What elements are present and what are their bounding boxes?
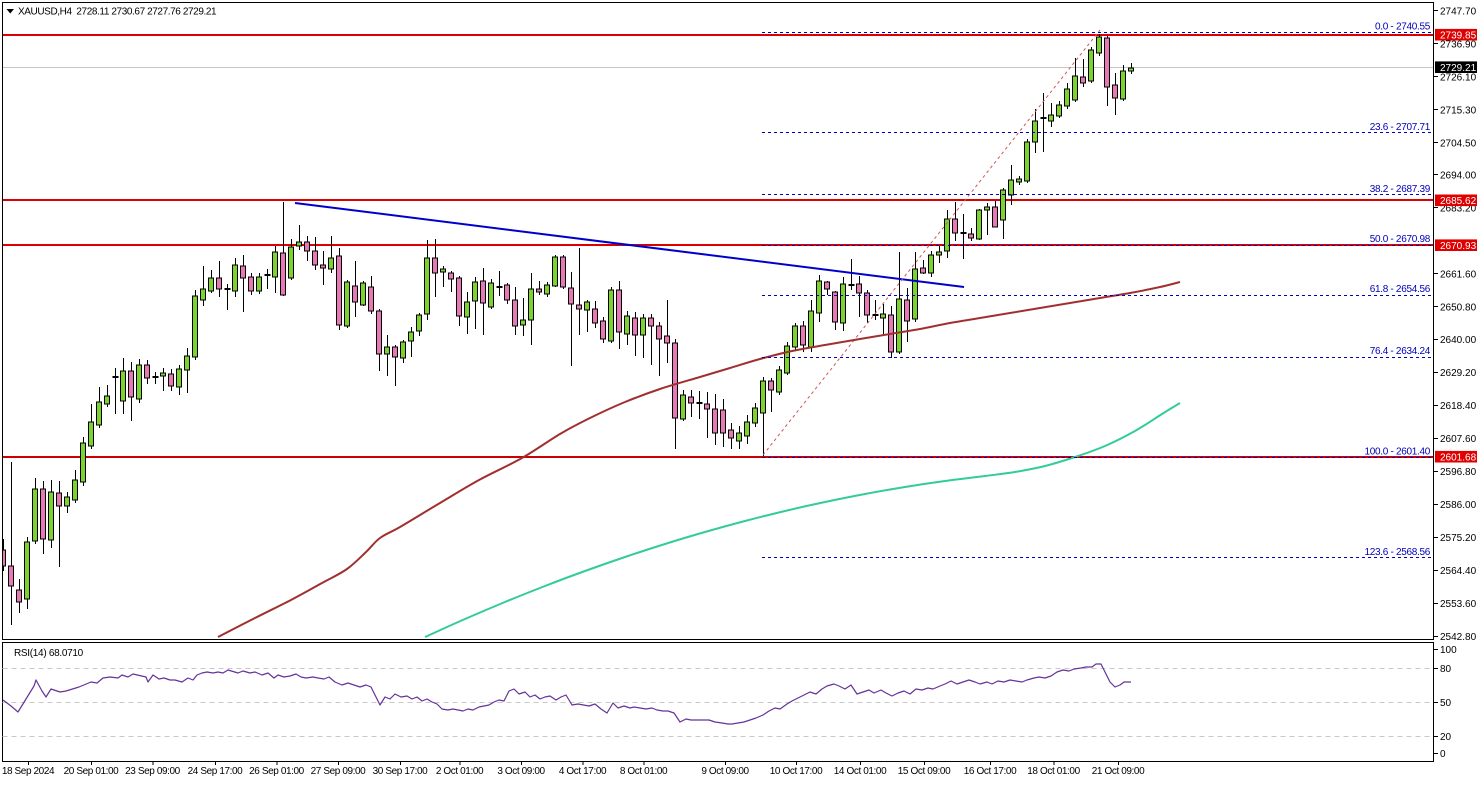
svg-text:123.6 - 2568.56: 123.6 - 2568.56	[1364, 547, 1430, 558]
svg-text:24 Sep 17:00: 24 Sep 17:00	[188, 766, 244, 777]
svg-text:50: 50	[1440, 698, 1452, 709]
svg-text:4 Oct 17:00: 4 Oct 17:00	[559, 766, 607, 777]
svg-text:2704.50: 2704.50	[1440, 138, 1477, 149]
svg-text:2596.80: 2596.80	[1440, 467, 1477, 478]
svg-text:15 Oct 09:00: 15 Oct 09:00	[898, 766, 951, 777]
svg-text:2726.10: 2726.10	[1440, 72, 1477, 83]
svg-text:18 Oct 01:00: 18 Oct 01:00	[1027, 766, 1080, 777]
svg-text:100: 100	[1440, 645, 1457, 656]
svg-text:2601.68: 2601.68	[1440, 453, 1477, 464]
svg-text:9 Oct 09:00: 9 Oct 09:00	[701, 766, 749, 777]
svg-text:2685.62: 2685.62	[1440, 196, 1477, 207]
svg-text:0: 0	[1440, 749, 1446, 760]
svg-text:16 Oct 17:00: 16 Oct 17:00	[964, 766, 1017, 777]
svg-text:2739.85: 2739.85	[1440, 31, 1477, 42]
svg-text:2650.80: 2650.80	[1440, 302, 1477, 313]
svg-text:2670.93: 2670.93	[1440, 241, 1477, 252]
svg-text:14 Oct 01:00: 14 Oct 01:00	[834, 766, 887, 777]
svg-text:10 Oct 17:00: 10 Oct 17:00	[770, 766, 823, 777]
svg-text:26 Sep 01:00: 26 Sep 01:00	[249, 766, 305, 777]
svg-text:2564.40: 2564.40	[1440, 566, 1477, 577]
svg-text:2618.40: 2618.40	[1440, 401, 1477, 412]
svg-text:2715.30: 2715.30	[1440, 105, 1477, 116]
svg-text:100.0 - 2601.40: 100.0 - 2601.40	[1364, 447, 1430, 458]
svg-text:2729.21: 2729.21	[1440, 63, 1477, 74]
svg-text:2747.70: 2747.70	[1440, 6, 1477, 17]
svg-text:RSI(14) 68.0710: RSI(14) 68.0710	[14, 648, 84, 659]
svg-text:XAUUSD,H4 2728.11 2730.67 272: XAUUSD,H4 2728.11 2730.67 2727.76 2729.2…	[18, 7, 217, 18]
svg-text:2683.20: 2683.20	[1440, 203, 1477, 214]
svg-text:8 Oct 01:00: 8 Oct 01:00	[620, 766, 668, 777]
svg-text:0.0 - 2740.55: 0.0 - 2740.55	[1375, 22, 1431, 33]
svg-text:2553.60: 2553.60	[1440, 599, 1477, 610]
svg-text:80: 80	[1440, 664, 1452, 675]
svg-text:2542.80: 2542.80	[1440, 632, 1477, 643]
svg-text:61.8 - 2654.56: 61.8 - 2654.56	[1370, 284, 1431, 295]
svg-text:50.0 - 2670.98: 50.0 - 2670.98	[1370, 234, 1431, 245]
svg-text:27 Sep 09:00: 27 Sep 09:00	[311, 766, 367, 777]
svg-text:21 Oct 09:00: 21 Oct 09:00	[1092, 766, 1145, 777]
svg-text:3 Oct 09:00: 3 Oct 09:00	[497, 766, 545, 777]
svg-text:2575.20: 2575.20	[1440, 533, 1477, 544]
svg-text:18 Sep 2024: 18 Sep 2024	[2, 766, 55, 777]
svg-text:2586.00: 2586.00	[1440, 500, 1477, 511]
svg-text:20: 20	[1440, 732, 1452, 743]
svg-text:76.4 - 2634.24: 76.4 - 2634.24	[1370, 346, 1431, 357]
svg-text:2629.20: 2629.20	[1440, 368, 1477, 379]
svg-text:23 Sep 09:00: 23 Sep 09:00	[125, 766, 181, 777]
svg-text:2 Oct 01:00: 2 Oct 01:00	[436, 766, 484, 777]
svg-text:2661.60: 2661.60	[1440, 269, 1477, 280]
svg-text:38.2 - 2687.39: 38.2 - 2687.39	[1370, 184, 1431, 195]
svg-text:2694.00: 2694.00	[1440, 170, 1477, 181]
svg-text:2736.90: 2736.90	[1440, 39, 1477, 50]
svg-text:2640.00: 2640.00	[1440, 335, 1477, 346]
svg-text:20 Sep 01:00: 20 Sep 01:00	[64, 766, 120, 777]
svg-text:23.6 - 2707.71: 23.6 - 2707.71	[1370, 122, 1431, 133]
svg-text:30 Sep 17:00: 30 Sep 17:00	[373, 766, 429, 777]
svg-text:2607.60: 2607.60	[1440, 434, 1477, 445]
